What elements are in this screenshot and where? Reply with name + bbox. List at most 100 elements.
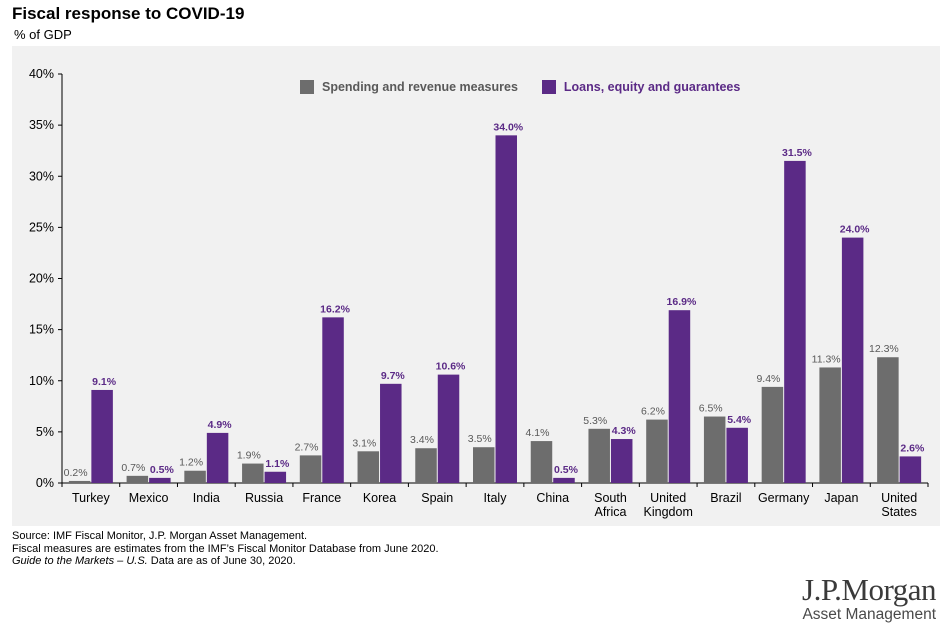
bar-spending bbox=[588, 428, 610, 483]
y-tick-label: 10% bbox=[29, 374, 54, 388]
x-tick-label: Kingdom bbox=[644, 505, 693, 519]
data-label-loans: 9.1% bbox=[92, 376, 117, 388]
data-label-spending: 5.3% bbox=[583, 415, 607, 427]
data-label-spending: 2.7% bbox=[295, 441, 319, 453]
bar-spending bbox=[703, 416, 726, 483]
bar-loans bbox=[841, 237, 864, 483]
y-tick-label: 25% bbox=[29, 220, 54, 234]
bar-loans bbox=[437, 374, 460, 483]
data-label-spending: 3.1% bbox=[352, 437, 376, 449]
bar-spending bbox=[819, 367, 841, 483]
x-tick-label: Russia bbox=[245, 491, 283, 505]
legend-label-spending: Spending and revenue measures bbox=[322, 80, 518, 94]
bar-spending bbox=[126, 475, 149, 483]
bar-spending bbox=[299, 455, 322, 483]
footnote-source: Source: IMF Fiscal Monitor, J.P. Morgan … bbox=[12, 530, 308, 542]
x-tick-label: France bbox=[302, 491, 341, 505]
data-label-spending: 11.3% bbox=[812, 353, 841, 365]
footnote-date: Guide to the Markets – U.S. Data are as … bbox=[12, 555, 439, 568]
x-tick-label: United bbox=[881, 491, 917, 505]
data-label-loans: 4.9% bbox=[208, 419, 233, 431]
bar-spending bbox=[646, 419, 668, 483]
data-label-spending: 0.7% bbox=[121, 462, 145, 474]
jpmorgan-logo: J.P.Morgan Asset Management bbox=[802, 572, 936, 625]
data-label-loans: 0.5% bbox=[150, 464, 175, 476]
bar-loans bbox=[726, 427, 748, 483]
data-label-loans: 5.4% bbox=[727, 414, 752, 426]
y-tick-label: 20% bbox=[29, 272, 54, 286]
data-label-spending: 3.5% bbox=[468, 433, 492, 445]
data-label-loans: 1.1% bbox=[265, 458, 290, 470]
logo-wordmark: J.P.Morgan bbox=[802, 572, 936, 607]
chart-legend: Spending and revenue measures Loans, equ… bbox=[300, 80, 740, 94]
footnote-date-text: Data are as of June 30, 2020. bbox=[147, 555, 296, 567]
data-label-spending: 1.2% bbox=[179, 457, 203, 469]
data-label-loans: 16.2% bbox=[320, 303, 350, 315]
bar-loans bbox=[668, 310, 691, 483]
legend-label-loans: Loans, equity and guarantees bbox=[563, 80, 741, 94]
x-tick-label: Spain bbox=[421, 491, 453, 505]
footnote-methodology: Fiscal measures are estimates from the I… bbox=[12, 542, 439, 555]
data-label-spending: 1.9% bbox=[237, 450, 261, 462]
data-label-spending: 6.5% bbox=[699, 403, 723, 415]
y-tick-label: 30% bbox=[29, 169, 54, 183]
legend-swatch-spending bbox=[300, 80, 314, 94]
x-tick-label: Italy bbox=[484, 491, 508, 505]
bar-loans bbox=[495, 135, 517, 483]
data-label-loans: 0.5% bbox=[554, 464, 579, 476]
bar-spending bbox=[415, 448, 437, 483]
bar-spending bbox=[877, 357, 899, 483]
bar-spending bbox=[68, 480, 91, 483]
x-tick-label: Mexico bbox=[129, 491, 169, 505]
x-tick-label: India bbox=[193, 491, 220, 505]
bar-spending bbox=[530, 441, 553, 483]
data-label-loans: 9.7% bbox=[381, 370, 406, 382]
bar-loans bbox=[380, 383, 402, 483]
footnote-guide-title: Guide to the Markets – U.S. bbox=[12, 555, 148, 567]
legend-swatch-loans bbox=[541, 80, 556, 94]
x-tick-label: Brazil bbox=[710, 491, 741, 505]
x-tick-label: States bbox=[881, 505, 916, 519]
x-tick-label: Japan bbox=[824, 491, 858, 505]
y-tick-label: 35% bbox=[29, 118, 54, 132]
x-tick-label: Korea bbox=[363, 491, 396, 505]
bar-spending bbox=[184, 470, 206, 483]
x-tick-label: United bbox=[650, 491, 686, 505]
data-label-loans: 31.5% bbox=[782, 147, 812, 159]
x-tick-label: Africa bbox=[594, 505, 626, 519]
bar-spending bbox=[242, 463, 264, 483]
bar-loans bbox=[553, 477, 575, 483]
legend-item-spending: Spending and revenue measures bbox=[300, 80, 518, 94]
data-label-spending: 4.1% bbox=[526, 427, 550, 439]
bar-spending bbox=[761, 386, 784, 483]
bar-loans bbox=[264, 471, 287, 483]
data-label-loans: 2.6% bbox=[900, 442, 925, 454]
bar-loans bbox=[784, 160, 806, 483]
bar-spending bbox=[357, 451, 380, 483]
bar-loans bbox=[322, 317, 344, 483]
data-label-loans: 16.9% bbox=[667, 296, 697, 308]
data-label-loans: 10.6% bbox=[436, 361, 466, 373]
bar-loans bbox=[899, 456, 922, 483]
data-label-spending: 3.4% bbox=[410, 434, 434, 446]
x-tick-label: Turkey bbox=[72, 491, 110, 505]
data-label-spending: 6.2% bbox=[641, 406, 665, 418]
bar-loans bbox=[149, 477, 171, 483]
legend-item-loans: Loans, equity and guarantees bbox=[541, 80, 741, 94]
bar-spending bbox=[473, 447, 495, 483]
chart-title: Fiscal response to COVID-19 bbox=[12, 4, 245, 23]
bar-loans bbox=[206, 432, 229, 483]
data-label-loans: 4.3% bbox=[612, 425, 637, 437]
chart-subtitle: % of GDP bbox=[14, 27, 72, 42]
bar-loans bbox=[91, 389, 113, 483]
logo-subtitle: Asset Management bbox=[802, 606, 936, 623]
y-tick-label: 40% bbox=[29, 67, 54, 81]
data-label-loans: 24.0% bbox=[840, 224, 870, 236]
x-tick-label: South bbox=[594, 491, 627, 505]
data-label-spending: 0.2% bbox=[64, 467, 88, 479]
data-label-spending: 12.3% bbox=[869, 343, 899, 355]
x-tick-label: China bbox=[536, 491, 569, 505]
y-tick-label: 15% bbox=[29, 323, 54, 337]
bar-loans bbox=[610, 439, 633, 483]
